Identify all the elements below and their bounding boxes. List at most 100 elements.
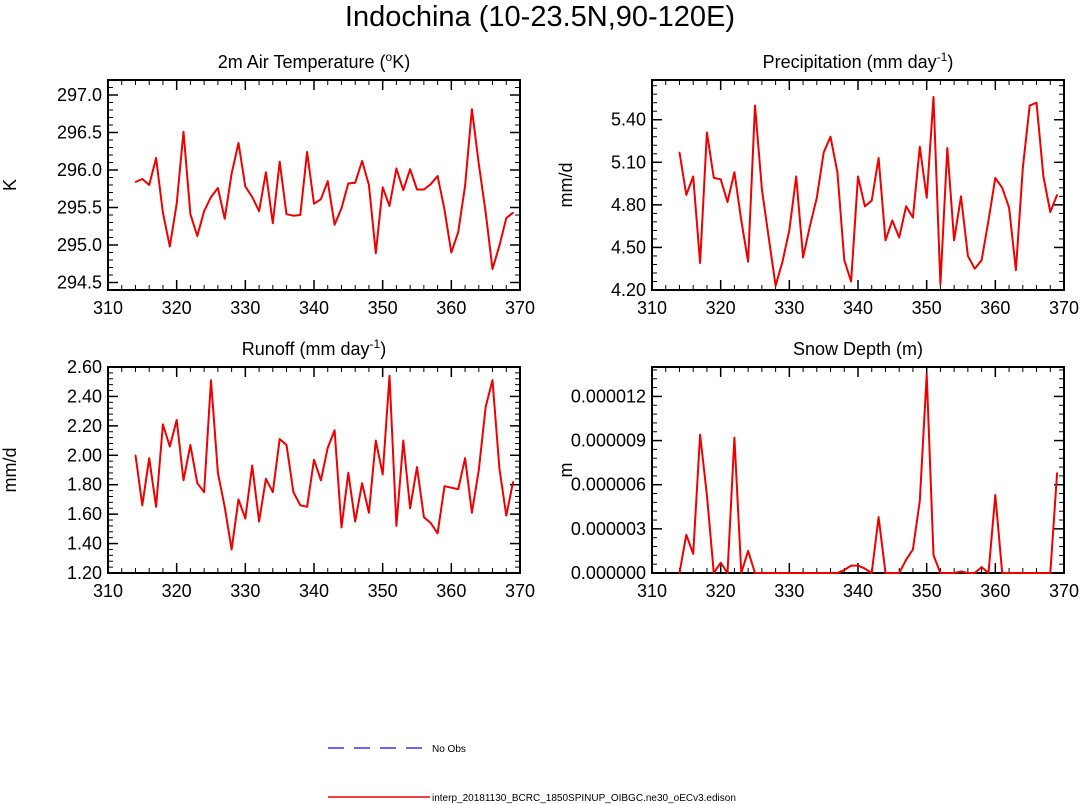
data-point (685, 533, 688, 536)
y-tick-label: 296.0 (57, 160, 102, 180)
y-axis-label: m (556, 463, 576, 478)
data-point (272, 491, 274, 493)
x-tick-label: 320 (706, 581, 736, 601)
data-point (829, 572, 832, 574)
data-point (217, 472, 219, 474)
data-point (196, 482, 199, 485)
data-point (484, 211, 487, 214)
data-point (313, 458, 315, 461)
panel-title-end: ) (947, 52, 953, 72)
x-tick-label: 340 (843, 581, 873, 601)
panel-title-superscript: -1 (370, 337, 381, 351)
y-tick-label: 0.000003 (571, 519, 646, 539)
data-point (313, 202, 315, 205)
data-point (967, 255, 969, 257)
chart-panel-1: 310 320 330 340 350 360 370 294.5 295.0 295.5 296.… (0, 50, 535, 318)
series-line (678, 373, 1059, 574)
data-point (237, 142, 240, 144)
y-tick-label: 2.20 (67, 416, 102, 436)
data-point (1042, 572, 1045, 574)
data-point (196, 235, 199, 237)
data-point (864, 567, 866, 570)
x-tick-label: 360 (436, 581, 466, 601)
data-point (169, 245, 171, 248)
panel-title: Snow Depth (m) (793, 339, 923, 359)
x-tick-label: 340 (299, 581, 329, 601)
data-point (244, 517, 247, 520)
data-point (980, 566, 983, 568)
x-tick-label: 350 (368, 581, 398, 601)
data-point (788, 229, 791, 232)
y-tick-label: 295.0 (57, 235, 102, 255)
data-point (767, 572, 770, 574)
data-point (726, 572, 729, 574)
data-point (203, 491, 205, 493)
y-tick-label: 0.000012 (571, 386, 646, 406)
data-point (306, 151, 308, 153)
data-point (932, 96, 935, 98)
data-point (919, 500, 921, 502)
data-point (265, 478, 267, 480)
data-point (326, 447, 329, 449)
data-point (1056, 472, 1058, 474)
y-tick-label: 2.40 (67, 386, 102, 406)
data-point (175, 202, 178, 205)
data-point (1008, 206, 1010, 209)
data-point (354, 520, 357, 523)
legend-label-no-obs: No Obs (432, 744, 466, 755)
data-point (816, 572, 818, 574)
data-point (802, 256, 804, 259)
panel-title: 2m Air Temperature (oK) (218, 50, 410, 72)
data-point (843, 259, 846, 262)
data-point (932, 554, 935, 557)
data-point (740, 219, 743, 222)
panel-title-text: Snow Depth (m) (793, 339, 923, 359)
x-tick-label: 330 (230, 581, 260, 601)
data-point (450, 251, 453, 254)
data-point (870, 199, 873, 202)
data-point (505, 217, 508, 219)
data-point (1008, 572, 1010, 574)
data-point (809, 572, 811, 574)
data-point (829, 135, 832, 138)
x-tick-label: 340 (843, 298, 873, 318)
y-axis-label: K (0, 179, 20, 191)
data-point (960, 570, 962, 573)
data-point (747, 260, 749, 263)
data-point (258, 210, 260, 213)
data-point (436, 175, 439, 177)
data-point (946, 147, 949, 149)
data-point (678, 572, 681, 574)
data-point (450, 486, 453, 489)
x-tick-label: 370 (505, 298, 535, 318)
data-point (1049, 211, 1052, 213)
data-point (388, 375, 391, 377)
data-point (368, 511, 370, 514)
data-point (416, 466, 418, 468)
x-tick-label: 370 (1049, 581, 1079, 601)
data-point (891, 219, 894, 222)
data-point (822, 572, 825, 574)
data-point (1022, 167, 1024, 169)
data-point (299, 504, 302, 507)
data-point (953, 239, 955, 242)
data-point (223, 505, 226, 508)
data-point (788, 572, 791, 574)
data-point (1015, 572, 1017, 574)
data-point (182, 130, 185, 133)
data-point (512, 211, 514, 214)
data-point (939, 283, 942, 286)
x-tick-label: 310 (93, 581, 123, 601)
data-point (987, 219, 990, 222)
data-point (692, 175, 694, 178)
data-point (1056, 194, 1058, 196)
y-tick-label: 5.10 (611, 152, 646, 172)
x-tick-label: 320 (162, 298, 192, 318)
y-tick-label: 0.000000 (571, 563, 646, 583)
data-point (719, 178, 722, 181)
data-point (381, 473, 384, 476)
y-tick-label: 4.80 (611, 195, 646, 215)
data-point (223, 217, 226, 220)
data-point (375, 252, 377, 255)
data-point (210, 196, 212, 198)
